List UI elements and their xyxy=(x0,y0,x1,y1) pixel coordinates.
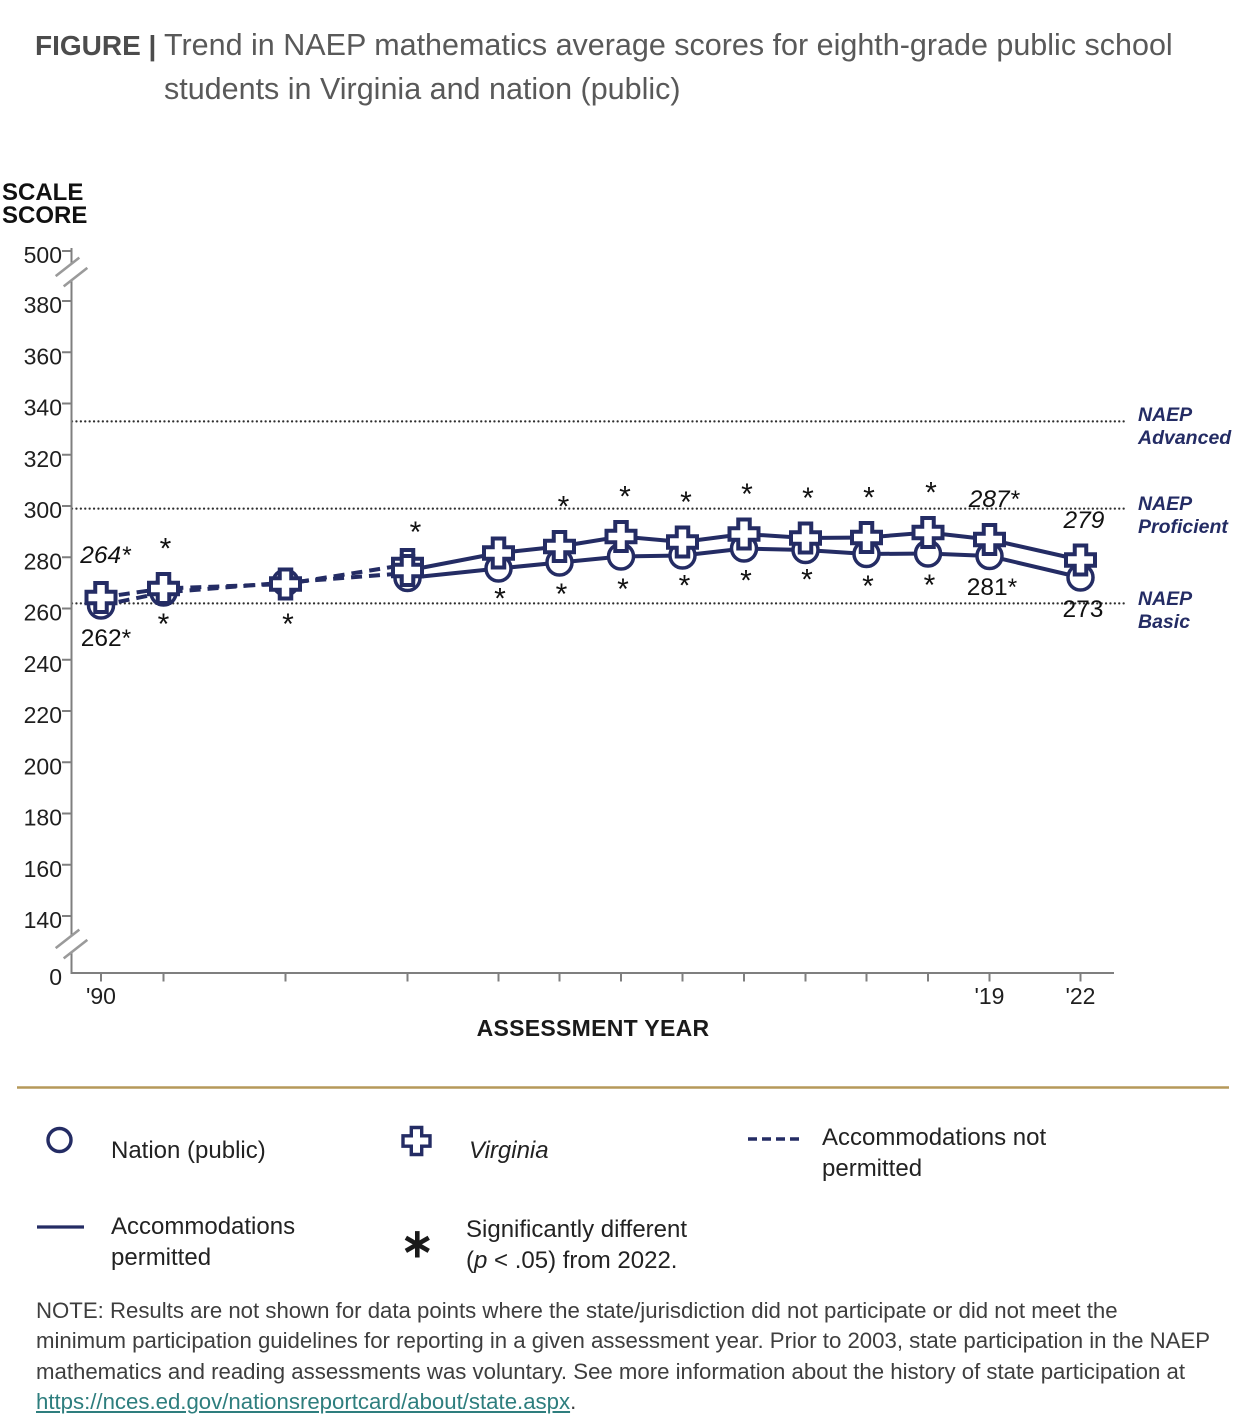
svg-text:500: 500 xyxy=(24,242,62,268)
svg-text:*: * xyxy=(282,608,294,641)
svg-text:*: * xyxy=(617,573,629,606)
svg-text:*: * xyxy=(801,564,813,597)
svg-text:240: 240 xyxy=(24,651,62,677)
svg-text:SCALE: SCALE xyxy=(2,179,83,206)
svg-text:permitted: permitted xyxy=(822,1155,922,1182)
svg-text:260: 260 xyxy=(24,600,62,626)
svg-text:*: * xyxy=(925,477,937,510)
svg-text:*: * xyxy=(558,491,570,524)
svg-text:Proficient: Proficient xyxy=(1138,516,1229,538)
svg-text:360: 360 xyxy=(24,343,62,369)
svg-text:300: 300 xyxy=(24,497,62,523)
svg-text:Accommodations not: Accommodations not xyxy=(822,1124,1046,1151)
svg-text:Advanced: Advanced xyxy=(1137,427,1232,449)
svg-text:'90: '90 xyxy=(86,983,116,1009)
svg-text:287*: 287* xyxy=(968,486,1021,513)
svg-text:380: 380 xyxy=(24,292,62,318)
svg-text:NAEP: NAEP xyxy=(1138,493,1193,515)
svg-text:200: 200 xyxy=(24,753,62,779)
svg-text:*: * xyxy=(158,608,170,641)
svg-text:0: 0 xyxy=(49,964,62,990)
svg-text:140: 140 xyxy=(24,907,62,933)
svg-text:281*: 281* xyxy=(967,574,1018,601)
svg-text:*: * xyxy=(556,578,568,611)
svg-text:160: 160 xyxy=(24,856,62,882)
svg-text:*: * xyxy=(619,481,631,514)
svg-text:*: * xyxy=(740,565,752,598)
svg-text:279: 279 xyxy=(1063,507,1105,534)
svg-text:*: * xyxy=(863,482,875,515)
svg-text:'22: '22 xyxy=(1066,983,1096,1009)
svg-text:264*: 264* xyxy=(79,542,132,569)
svg-text:273: 273 xyxy=(1063,596,1104,623)
svg-text:*: * xyxy=(924,569,936,602)
svg-text:262*: 262* xyxy=(81,625,132,652)
svg-text:Virginia: Virginia xyxy=(469,1137,549,1164)
svg-text:'19: '19 xyxy=(975,983,1005,1009)
svg-text:*: * xyxy=(494,583,506,616)
svg-text:Nation (public): Nation (public) xyxy=(111,1137,266,1164)
svg-text:320: 320 xyxy=(24,446,62,472)
svg-text:*: * xyxy=(741,478,753,511)
svg-text:*: * xyxy=(680,486,692,519)
svg-text:permitted: permitted xyxy=(111,1244,211,1271)
svg-text:*: * xyxy=(802,482,814,515)
svg-text:NAEP: NAEP xyxy=(1138,588,1193,610)
svg-text:Basic: Basic xyxy=(1138,611,1190,633)
svg-text:SCORE: SCORE xyxy=(2,202,87,229)
svg-text:*: * xyxy=(862,570,874,603)
svg-text:(p < .05) from 2022.: (p < .05) from 2022. xyxy=(466,1247,677,1274)
svg-text:340: 340 xyxy=(24,395,62,421)
svg-text:*: * xyxy=(679,570,691,603)
svg-text:Significantly different: Significantly different xyxy=(466,1216,687,1243)
svg-text:180: 180 xyxy=(24,805,62,831)
svg-text:*: * xyxy=(410,516,422,549)
svg-text:ASSESSMENT YEAR: ASSESSMENT YEAR xyxy=(477,1015,710,1041)
svg-text:*: * xyxy=(160,533,172,566)
svg-text:280: 280 xyxy=(24,548,62,574)
svg-text:220: 220 xyxy=(24,702,62,728)
svg-text:NAEP: NAEP xyxy=(1138,404,1193,426)
svg-text:Accommodations: Accommodations xyxy=(111,1213,295,1240)
